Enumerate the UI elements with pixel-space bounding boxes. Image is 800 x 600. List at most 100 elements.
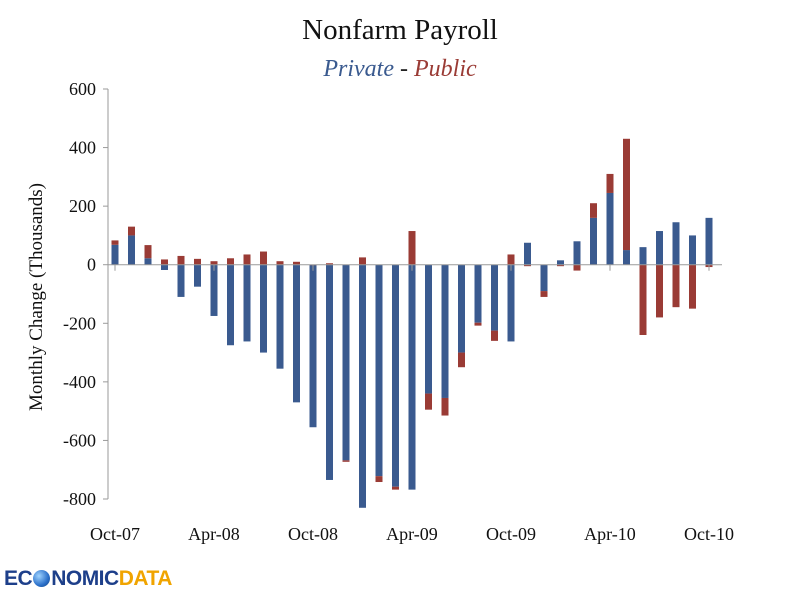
bar-private <box>144 258 152 265</box>
y-tick-label: 600 <box>69 79 96 99</box>
bar-public <box>342 460 350 462</box>
bar-private <box>227 264 234 346</box>
bar-private <box>128 235 135 265</box>
x-tick-label: Oct-10 <box>684 524 734 544</box>
bar-private <box>260 264 267 353</box>
y-axis-label: Monthly Change (Thousands) <box>26 183 47 411</box>
chart-subtitle: Private - Public <box>0 56 800 83</box>
bar-public <box>392 486 399 490</box>
bar-public <box>623 138 630 251</box>
bar-private <box>507 264 515 342</box>
x-tick-label: Apr-10 <box>584 524 636 544</box>
bar-private <box>606 192 614 265</box>
bar-private <box>474 264 482 323</box>
bar-private <box>557 260 564 265</box>
bar-public <box>161 259 168 265</box>
bar-private <box>194 264 201 287</box>
bar-public <box>590 203 597 218</box>
bar-private <box>408 264 416 490</box>
bar-private <box>524 242 531 265</box>
y-tick-label: -200 <box>63 313 96 333</box>
y-tick-label: 200 <box>69 196 96 216</box>
x-tick-label: Apr-08 <box>188 524 240 544</box>
bar-public <box>128 226 135 236</box>
bar-public <box>557 264 564 267</box>
bar-public <box>210 261 218 265</box>
bar-public <box>606 173 614 193</box>
bar-public <box>573 264 581 271</box>
bar-private <box>276 264 284 369</box>
bar-public <box>293 261 300 265</box>
chart-title: Nonfarm Payroll <box>302 14 498 46</box>
globe-icon <box>33 570 51 587</box>
bar-public <box>408 231 416 265</box>
bar-public <box>144 245 152 259</box>
bar-private <box>441 264 449 398</box>
bar-private <box>326 264 333 480</box>
bar-private <box>573 241 581 265</box>
x-tick-label: Oct-07 <box>90 524 140 544</box>
bar-public <box>425 393 432 410</box>
bar-private <box>705 217 713 265</box>
bar-public <box>194 258 201 265</box>
bar-public <box>656 264 663 318</box>
economicdata-logo: EC NOMICDATA <box>4 567 172 591</box>
x-ticks-group: Oct-07 Apr-08 Oct-08 Apr-09 Oct-09 Apr-10 Oct-… <box>90 264 734 544</box>
y-tick-label: -800 <box>63 489 96 509</box>
bar-public <box>474 322 482 326</box>
bar-private <box>161 264 168 270</box>
bar-public <box>227 258 234 265</box>
bar-private <box>458 264 465 353</box>
bar-public <box>260 251 267 265</box>
bar-public <box>111 240 119 245</box>
bar-private <box>491 264 498 331</box>
x-tick-label: Oct-09 <box>486 524 536 544</box>
bar-private <box>639 247 647 265</box>
bar-private <box>689 235 696 265</box>
bar-public <box>672 264 680 308</box>
logo-text-ec: EC <box>4 567 33 590</box>
bar-public <box>276 261 284 265</box>
bar-public <box>326 263 333 265</box>
bar-public <box>458 352 465 368</box>
bar-private <box>243 264 251 342</box>
y-ticks-group: 600 400 200 0 -200 -400 -600 -800 <box>63 79 108 509</box>
bar-private <box>590 217 597 265</box>
bar-private <box>293 264 300 403</box>
bar-private <box>623 250 630 265</box>
subtitle-public: Public <box>413 56 477 82</box>
bar-public <box>524 264 531 267</box>
bar-public <box>639 264 647 335</box>
bar-public <box>375 476 383 483</box>
bar-private <box>309 264 317 428</box>
bar-private <box>425 264 432 394</box>
bar-private <box>375 264 383 477</box>
bar-public <box>689 264 696 309</box>
bar-public <box>177 255 185 265</box>
bar-private <box>540 264 548 292</box>
bar-private <box>210 264 218 316</box>
x-tick-label: Oct-08 <box>288 524 338 544</box>
bar-private <box>342 264 350 461</box>
logo-text-nomic: NOMIC <box>51 567 119 590</box>
bar-public <box>540 291 548 297</box>
bar-private <box>672 222 680 265</box>
bars-group <box>111 138 713 508</box>
bar-private <box>111 244 119 265</box>
bar-public <box>359 257 366 265</box>
bar-private <box>656 231 663 265</box>
logo-text-data: DATA <box>118 567 173 590</box>
y-tick-label: 400 <box>69 138 96 158</box>
y-tick-label: -600 <box>63 430 96 450</box>
bar-public <box>441 397 449 416</box>
bar-public <box>507 254 515 265</box>
bar-private <box>359 264 366 508</box>
y-tick-label: -400 <box>63 372 96 392</box>
bar-private <box>392 264 399 487</box>
bar-public <box>491 330 498 341</box>
bar-private <box>177 264 185 297</box>
bar-public <box>243 254 251 265</box>
x-tick-label: Apr-09 <box>386 524 438 544</box>
subtitle-private: Private <box>323 56 394 82</box>
